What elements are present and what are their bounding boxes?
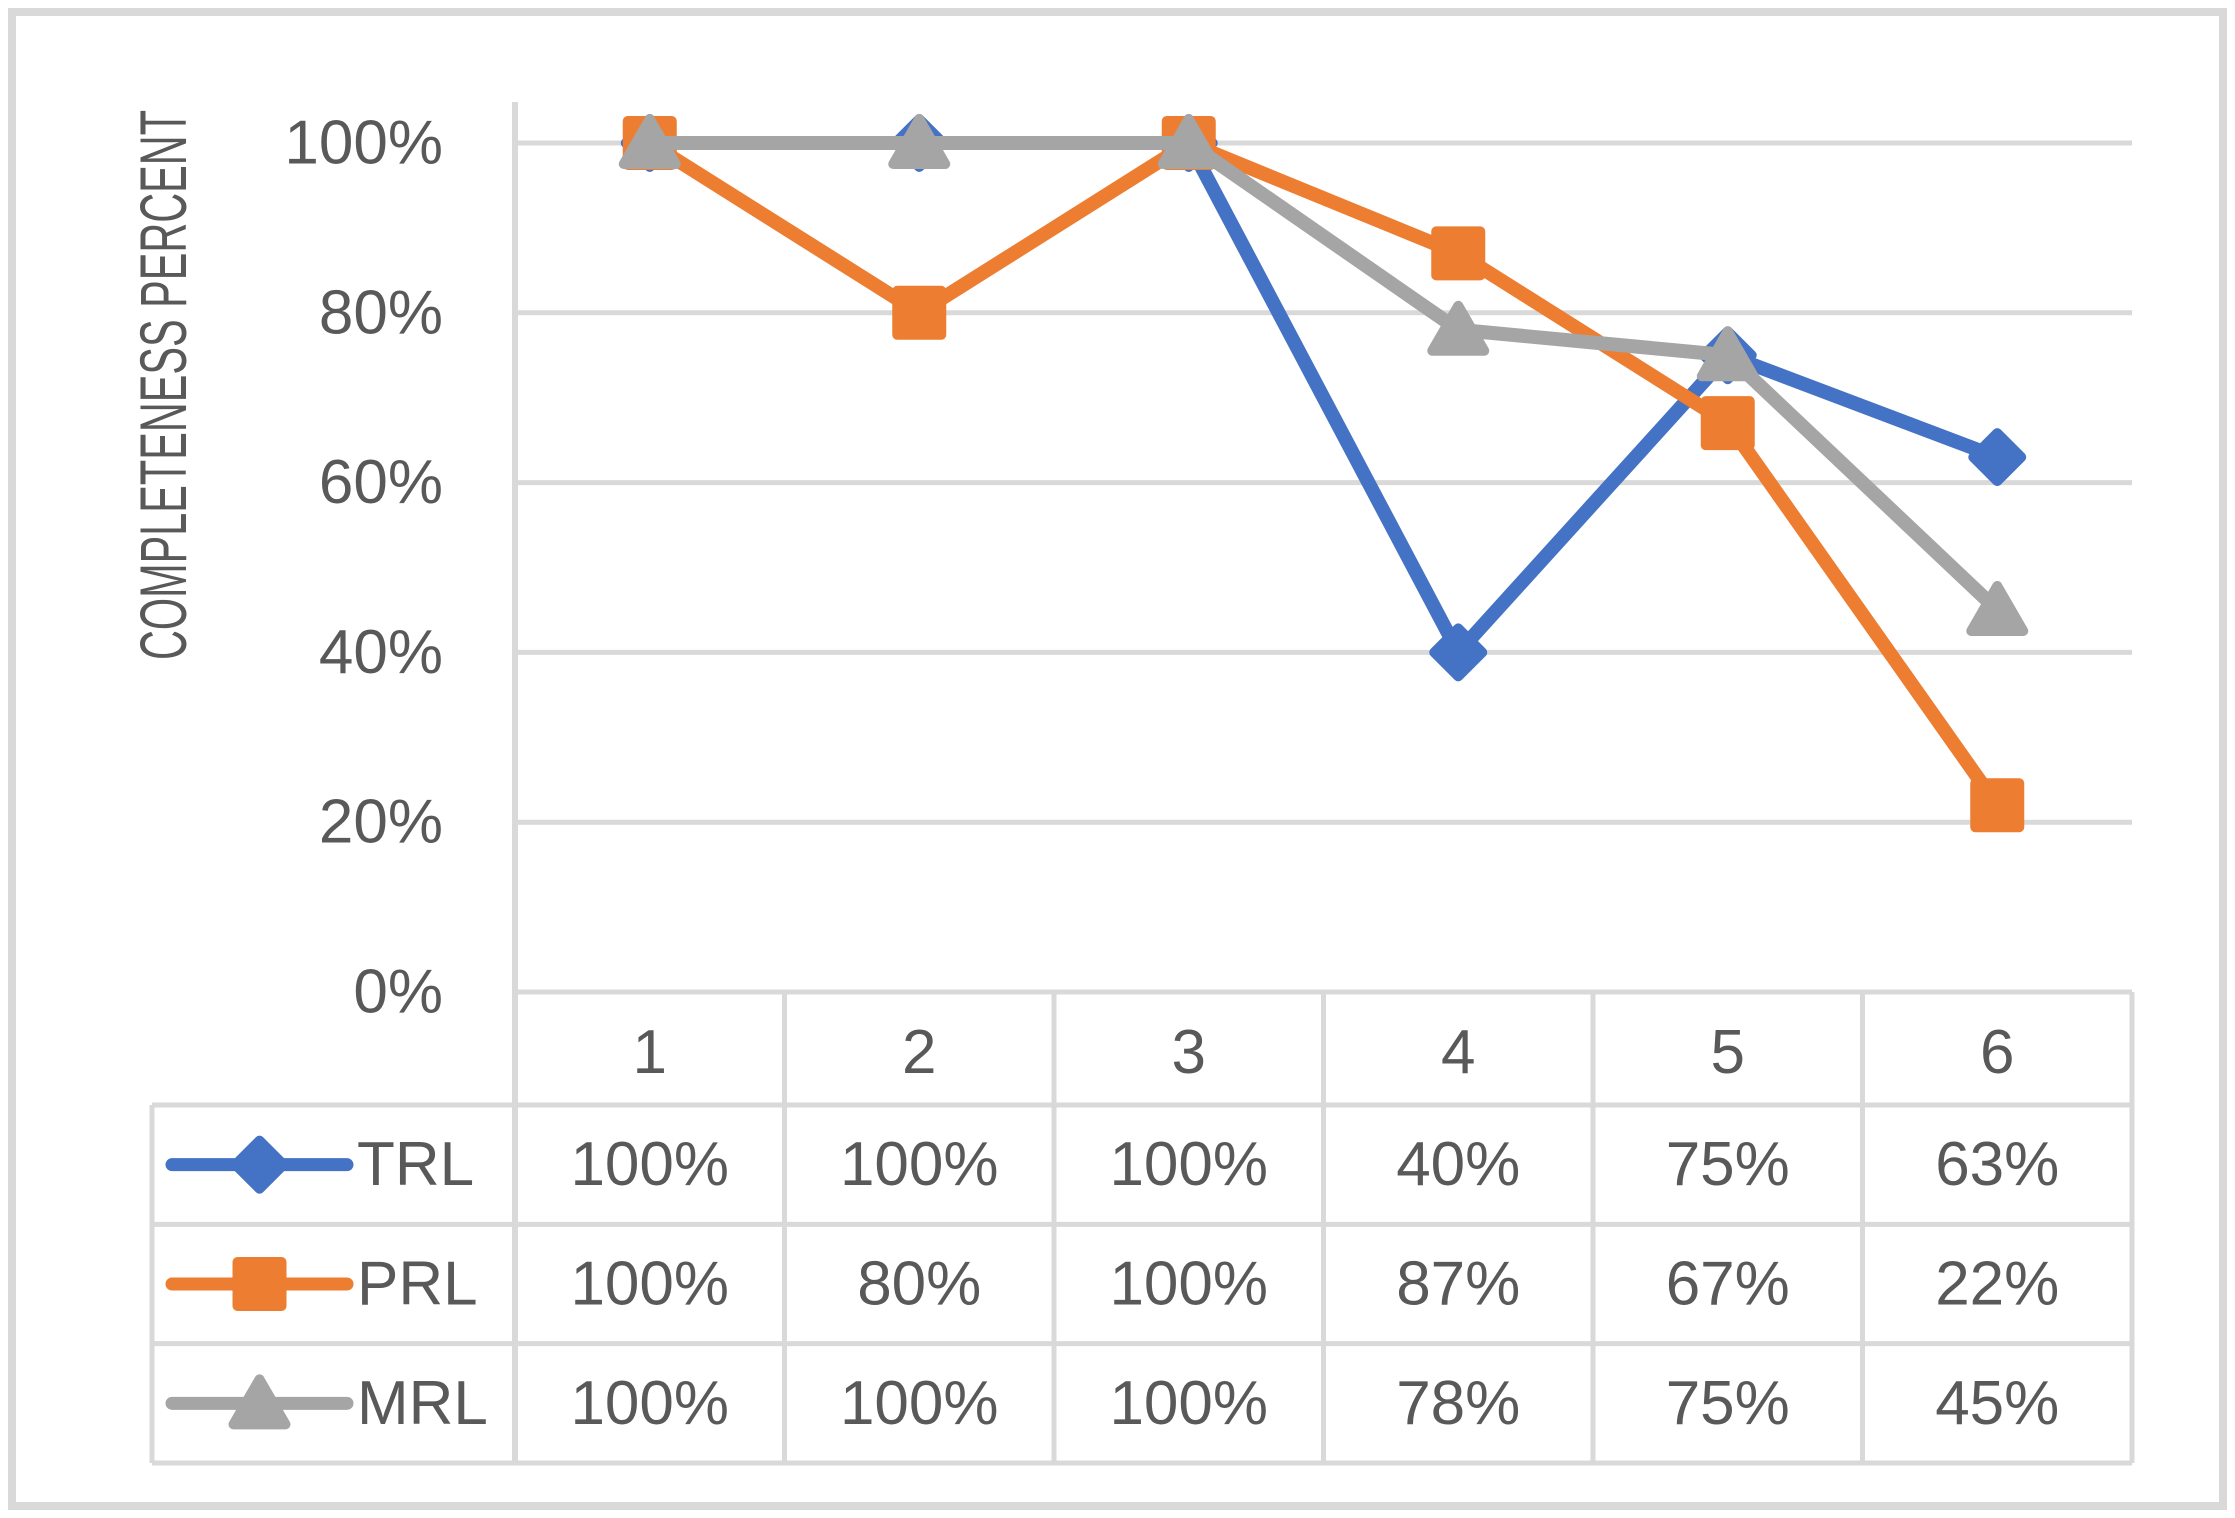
table-cell-PRL-3: 100% [1109, 1250, 1268, 1319]
legend-marker-PRL [232, 1257, 287, 1311]
data-point-MRL-4 [1427, 300, 1490, 356]
y-axis-title: COMPLETENESS PERCENT [126, 110, 200, 660]
legend-marker-MRL [228, 1374, 291, 1430]
data-point-MRL-3 [1157, 114, 1220, 169]
x-category-label-6: 6 [1980, 1018, 2014, 1087]
legend-label-PRL: PRL [357, 1250, 478, 1319]
table-cell-PRL-5: 67% [1666, 1250, 1790, 1319]
data-point-MRL-5 [1696, 326, 1759, 382]
y-tick-label-20%: 20% [319, 788, 443, 857]
table-cell-TRL-3: 100% [1109, 1130, 1268, 1199]
table-cell-TRL-1: 100% [570, 1130, 729, 1199]
table-cell-PRL-4: 87% [1396, 1250, 1520, 1319]
x-category-label-2: 2 [902, 1018, 936, 1087]
table-cell-TRL-5: 75% [1666, 1130, 1790, 1199]
y-tick-label-80%: 80% [319, 278, 443, 347]
x-category-label-1: 1 [633, 1018, 667, 1087]
series-line-TRL [642, 136, 2005, 660]
x-category-label-4: 4 [1441, 1018, 1475, 1087]
table-cell-MRL-4: 78% [1396, 1369, 1520, 1438]
y-tick-label-0%: 0% [353, 958, 443, 1027]
data-point-PRL-2 [892, 285, 947, 340]
data-point-PRL-5 [1700, 396, 1755, 451]
table-cell-PRL-6: 22% [1935, 1250, 2059, 1319]
x-category-label-3: 3 [1172, 1018, 1206, 1087]
table-cell-PRL-2: 80% [857, 1250, 981, 1319]
table-cell-MRL-1: 100% [570, 1369, 729, 1438]
y-tick-label-100%: 100% [284, 109, 443, 178]
y-tick-label-40%: 40% [319, 618, 443, 687]
table-cell-MRL-2: 100% [840, 1369, 999, 1438]
y-tick-label-60%: 60% [319, 448, 443, 517]
data-point-PRL-6 [1970, 778, 2025, 833]
data-point-MRL-6 [1966, 580, 2029, 636]
series-line-MRL [642, 136, 2005, 617]
legend-marker-TRL [230, 1135, 289, 1194]
table-cell-TRL-4: 40% [1396, 1130, 1520, 1199]
table-cell-TRL-6: 63% [1935, 1130, 2059, 1199]
table-cell-PRL-1: 100% [570, 1250, 729, 1319]
table-cell-MRL-5: 75% [1666, 1369, 1790, 1438]
table-cell-TRL-2: 100% [840, 1130, 999, 1199]
legend-label-TRL: TRL [357, 1130, 474, 1199]
data-point-TRL-4 [1429, 623, 1488, 682]
data-point-MRL-1 [618, 114, 681, 169]
table-cell-MRL-6: 45% [1935, 1369, 2059, 1438]
data-point-PRL-4 [1431, 226, 1486, 281]
data-point-TRL-6 [1968, 428, 2027, 487]
legend-label-MRL: MRL [357, 1369, 488, 1438]
data-point-MRL-2 [888, 114, 951, 169]
series-line-PRL [642, 136, 2005, 813]
x-category-label-5: 5 [1711, 1018, 1745, 1087]
table-cell-MRL-3: 100% [1109, 1369, 1268, 1438]
